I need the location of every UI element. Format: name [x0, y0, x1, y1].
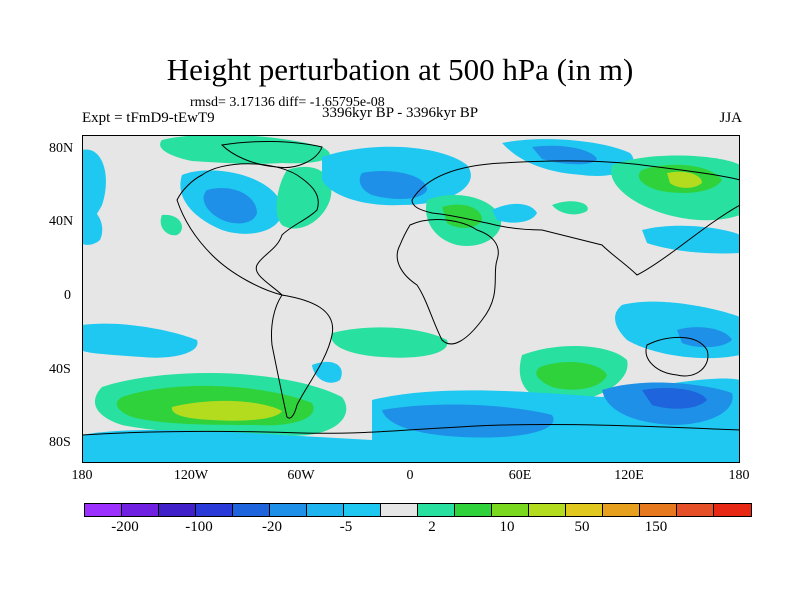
colorbar-label: 10: [499, 519, 515, 535]
colorbar-label: -100: [185, 519, 213, 535]
coastlines: [82, 140, 740, 436]
colorbar-label: 2: [428, 519, 436, 535]
rmsd-stats: rmsd= 3.17136 diff= -1.65795e-08: [190, 95, 385, 110]
colorbar: [84, 503, 752, 517]
colorbar-label: -20: [262, 519, 282, 535]
lat-label-40s: 40S: [49, 362, 71, 377]
chart-title: Height perturbation at 500 hPa (in m): [166, 52, 634, 87]
map-frame: [82, 135, 740, 463]
colorbar-cell: [640, 504, 677, 516]
lon-label-180e: 180: [728, 468, 750, 483]
colorbar-cell: [122, 504, 159, 516]
colorbar-cell: [492, 504, 529, 516]
anomaly-fields: [82, 135, 740, 463]
colorbar-cell: [196, 504, 233, 516]
colorbar-cell: [233, 504, 270, 516]
colorbar-cell: [159, 504, 196, 516]
colorbar-cell: [677, 504, 714, 516]
lat-label-0: 0: [64, 288, 71, 303]
lat-label-80s: 80S: [49, 435, 71, 450]
colorbar-cell: [307, 504, 344, 516]
contour-map: [82, 135, 740, 463]
lon-label-60w: 60W: [287, 468, 315, 483]
colorbar-cell: [344, 504, 381, 516]
colorbar-cell: [85, 504, 122, 516]
lat-label-80n: 80N: [49, 141, 74, 156]
lon-label-60e: 60E: [508, 468, 532, 483]
colorbar-label: 150: [644, 519, 668, 535]
period-label: 3396kyr BP - 3396kyr BP: [321, 105, 479, 121]
colorbar-cell: [381, 504, 418, 516]
experiment-label: Expt = tFmD9-tEwT9: [82, 110, 215, 126]
colorbar-cell: [714, 504, 751, 516]
colorbar-cell: [566, 504, 603, 516]
colorbar-label: -5: [339, 519, 353, 535]
colorbar-cell: [455, 504, 492, 516]
lon-label-120e: 120E: [614, 468, 644, 483]
lon-label-0: 0: [406, 468, 414, 483]
colorbar-cell: [270, 504, 307, 516]
lat-label-40n: 40N: [49, 214, 74, 229]
colorbar-label: 50: [574, 519, 590, 535]
lon-label-120w: 120W: [173, 468, 209, 483]
colorbar-cell: [529, 504, 566, 516]
colorbar-cell: [603, 504, 640, 516]
colorbar-cell: [418, 504, 455, 516]
lon-label-180w: 180: [71, 468, 93, 483]
season-label: JJA: [719, 110, 742, 126]
colorbar-label: -200: [111, 519, 139, 535]
